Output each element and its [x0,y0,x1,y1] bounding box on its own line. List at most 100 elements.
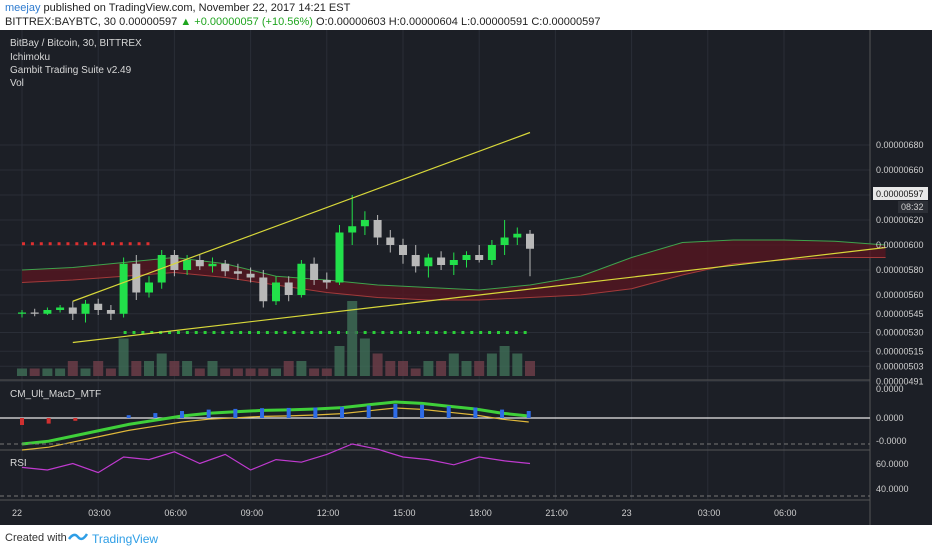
candle[interactable] [30,308,39,317]
open-value: O:0.00000603 [315,16,386,28]
candlesticks[interactable] [18,195,534,323]
support-resistance-dots [22,242,527,334]
resistance-dot [75,242,79,246]
candle-body [487,245,496,260]
candle[interactable] [500,220,509,255]
candle[interactable] [411,245,420,273]
candle[interactable] [437,251,446,270]
candle[interactable] [513,227,522,246]
candle-body [68,307,77,314]
price-tick-label: 0.00000620 [876,215,924,225]
candle[interactable] [145,276,153,298]
candle[interactable] [475,245,484,263]
support-dot [434,331,438,334]
support-dot [470,331,474,334]
candle-body [297,263,306,295]
macd-hist-bar [233,408,238,418]
candle-body [513,233,522,238]
macd-hist-bar [500,409,505,418]
countdown-badge: 08:32 [901,202,924,212]
candle[interactable] [183,255,192,275]
candle[interactable] [462,251,471,268]
candle[interactable] [208,257,217,273]
time-tick-label: 22 [12,508,22,518]
volume-bar [309,368,320,376]
candle[interactable] [348,195,357,245]
candle[interactable] [259,270,268,308]
trendline [72,246,886,344]
volume-bar [512,353,523,376]
tradingview-brand[interactable]: TradingView [92,532,159,546]
volume-bar [499,346,510,376]
candle-body [195,260,204,267]
candle[interactable] [449,252,458,276]
macd-tick-label: 0.0000 [876,413,904,423]
candle-body [43,310,52,314]
chart-area[interactable]: 0.000006800.000006600.000006400.00000620… [0,30,932,525]
macd-line [21,400,529,446]
support-dot [141,331,145,334]
resistance-dot [128,242,132,246]
candle[interactable] [399,238,407,264]
candle[interactable] [246,267,255,283]
candle-body [284,282,293,295]
candle[interactable] [43,307,52,316]
candle-body [462,255,471,260]
candle[interactable] [272,276,280,305]
candle[interactable] [424,253,433,278]
candle[interactable] [297,260,306,298]
candle[interactable] [18,310,26,318]
up-arrow-icon: ▲ [180,16,192,28]
candle[interactable] [284,276,293,302]
chart-svg[interactable]: 0.000006800.000006600.000006400.00000620… [0,30,932,525]
candle[interactable] [233,263,242,280]
candle[interactable] [373,215,382,245]
last-price: 0.00000597 [119,16,178,28]
candle[interactable] [195,255,204,270]
resistance-dot [22,242,25,246]
trendline [72,131,531,302]
price-tick-label: 0.00000515 [876,346,924,356]
support-dot [363,331,367,334]
volume-bar [461,361,472,376]
candle-body [18,312,26,314]
candle[interactable] [119,257,128,318]
candle[interactable] [335,225,344,285]
low-value: L:0.00000591 [460,16,529,28]
time-tick-label: 03:00 [698,508,721,518]
support-dot [336,331,340,334]
resistance-dot [66,242,70,246]
candle[interactable] [487,240,496,265]
macd-hist-bar [180,411,185,418]
resistance-dot [84,242,88,246]
candle[interactable] [386,230,395,253]
candle[interactable] [322,272,331,289]
support-dot [425,331,429,334]
volume-bars [17,301,535,376]
candle[interactable] [310,257,319,286]
candle[interactable] [68,301,77,320]
candle[interactable] [81,300,90,323]
legend-vol: Vol [10,78,24,89]
resistance-dot [48,242,52,246]
support-dot [505,331,509,334]
candle[interactable] [526,230,534,277]
candle-body [411,255,420,267]
support-dot [292,331,296,334]
candle[interactable] [56,305,65,313]
candle-body [30,312,39,314]
legend-ichimoku: Ichimoku [10,52,50,63]
macd-hist-bar [313,407,318,418]
resistance-dot [57,242,61,246]
volume-bar [144,361,154,376]
grid-lines [0,30,871,525]
candle[interactable] [221,260,230,277]
support-dot [301,331,305,334]
candle-body [449,260,458,265]
candle[interactable] [360,211,369,235]
time-tick-label: 03:00 [88,508,111,518]
publish-text: published on TradingView.com, November 2… [43,2,351,14]
author-link[interactable]: meejay [5,2,41,14]
candle[interactable] [94,298,103,315]
candle[interactable] [106,305,115,320]
